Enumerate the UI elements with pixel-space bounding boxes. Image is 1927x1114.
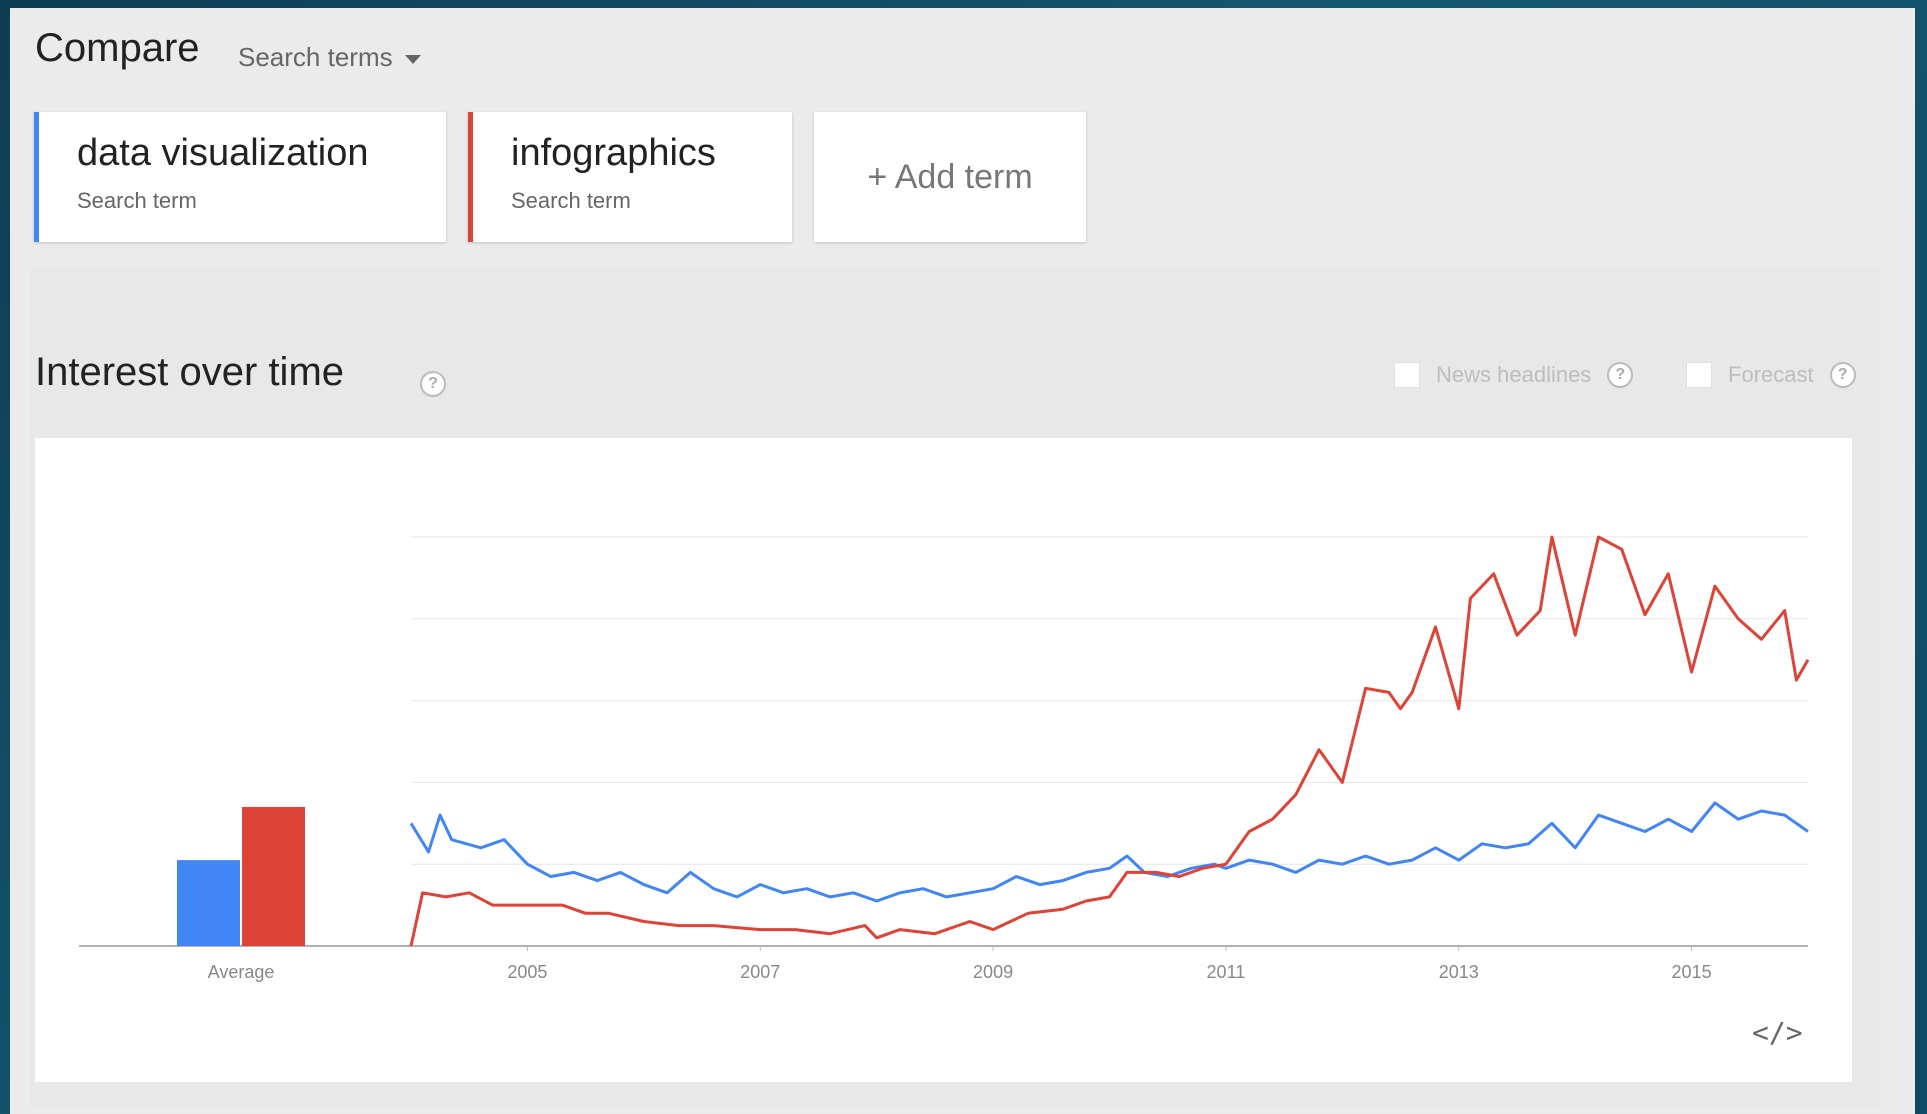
chart-card: Average 2005 2007 2009 2011 2013 2015 [35, 438, 1852, 1082]
add-term-button[interactable]: + Add term [814, 112, 1086, 242]
term-name: infographics [511, 132, 716, 174]
x-tick-label: 2005 [507, 962, 547, 982]
news-headlines-option: News headlines ? [1394, 362, 1634, 388]
x-tick-label: 2011 [1207, 962, 1246, 982]
series-line [409, 535, 1810, 947]
x-tick-label: 2009 [973, 962, 1013, 982]
x-tick-label: 2015 [1672, 962, 1712, 982]
news-headlines-checkbox[interactable] [1394, 362, 1420, 388]
forecast-label: Forecast [1728, 362, 1814, 387]
x-axis-ticks: 2005 2007 2009 2011 2013 2015 [507, 946, 1712, 982]
help-icon[interactable]: ? [420, 371, 446, 397]
chart-grid [79, 536, 1808, 947]
average-bar [242, 806, 305, 946]
series-line [409, 801, 1809, 903]
dropdown-label: Search terms [238, 42, 393, 72]
term-name: data visualization [77, 132, 369, 174]
x-tick-label: 2013 [1439, 962, 1479, 982]
forecast-checkbox[interactable] [1686, 362, 1712, 388]
term-card-infographics[interactable]: infographics Search term [468, 112, 792, 242]
forecast-option: Forecast ? [1686, 362, 1856, 388]
term-type: Search term [511, 188, 631, 213]
embed-code-icon[interactable]: </> [1752, 1016, 1803, 1049]
compare-title: Compare [35, 26, 200, 70]
x-tick-label: 2007 [740, 962, 780, 982]
section-title: Interest over time [35, 350, 345, 394]
interest-over-time-chart: Average 2005 2007 2009 2011 2013 2015 [79, 535, 1810, 982]
chart-series [409, 535, 1810, 947]
help-icon[interactable]: ? [1829, 362, 1856, 388]
average-label: Average [208, 962, 275, 982]
average-bar [177, 860, 240, 946]
news-headlines-label: News headlines [1436, 362, 1592, 387]
term-type: Search term [77, 188, 197, 213]
average-bars: Average [177, 806, 305, 982]
help-icon[interactable]: ? [1607, 362, 1634, 388]
search-terms-dropdown[interactable]: Search terms [238, 42, 421, 73]
chevron-down-icon [404, 55, 421, 64]
term-card-data-visualization[interactable]: data visualization Search term [34, 112, 446, 242]
